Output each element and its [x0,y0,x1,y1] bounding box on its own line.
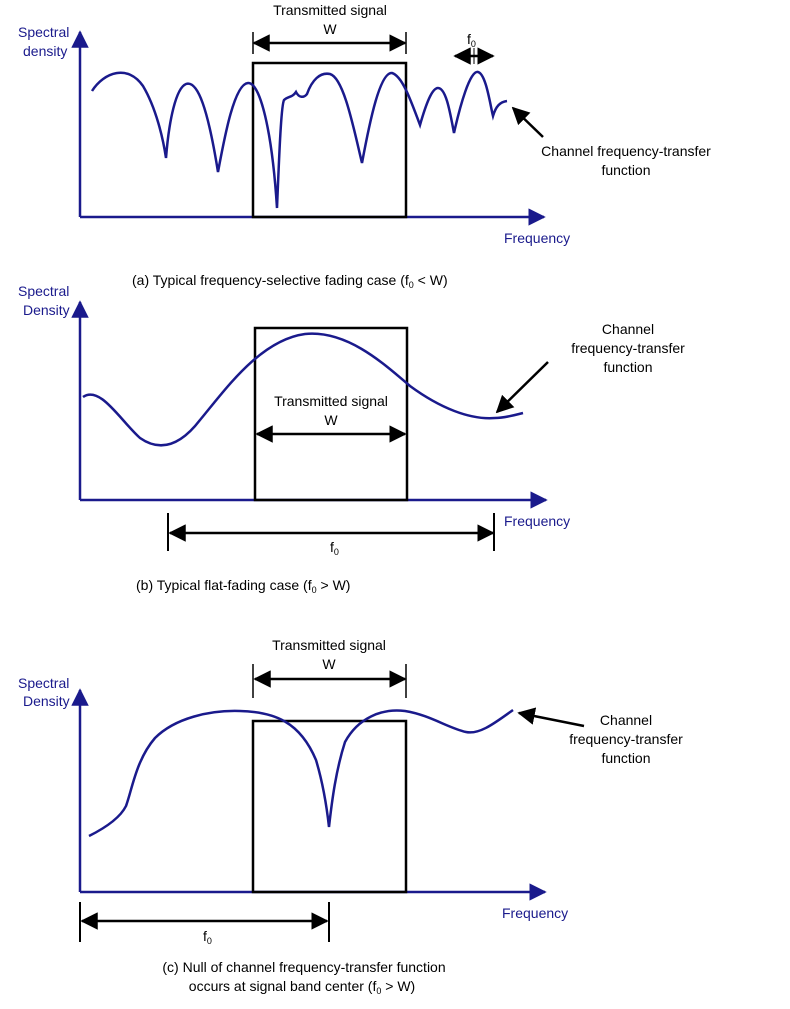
y-axis-label: Spectral [18,24,69,40]
y-axis-label-2: density [23,43,67,59]
caption: (a) Typical frequency-selective fading c… [132,272,448,290]
channel-label-2: frequency-transfer [569,731,683,747]
caption: (b) Typical flat-fading case (f0 > W) [136,577,350,595]
signal-width-label: W [324,412,338,428]
panel-a: Spectral density Frequency Transmitted s… [18,2,711,290]
caption: (c) Null of channel frequency-transfer f… [162,959,445,975]
signal-label: Transmitted signal [274,393,388,409]
y-axis-label-2: Density [23,302,70,318]
signal-width-label: W [323,21,337,37]
panel-b: Spectral Density Frequency Transmitted s… [18,283,685,595]
transmitted-signal-box [251,61,408,219]
channel-label-3: function [601,750,650,766]
caption-2: occurs at signal band center (f0 > W) [189,978,415,996]
f0-label: f0 [467,31,476,49]
channel-pointer-arrow [517,707,585,728]
channel-pointer-arrow [495,361,549,414]
channel-transfer-curve [88,708,514,838]
channel-label-2: function [601,162,650,178]
transmitted-signal-box [251,719,408,894]
channel-label: Channel [600,712,652,728]
channel-label: Channel [602,321,654,337]
x-axis-label: Frequency [502,905,568,921]
y-axis-label: Spectral [18,283,69,299]
channel-transfer-curve [82,332,524,447]
x-axis-label: Frequency [504,513,570,529]
channel-label-2: frequency-transfer [571,340,685,356]
y-axis-label: Spectral [18,675,69,691]
channel-label-3: function [603,359,652,375]
channel-pointer-arrow [511,106,544,138]
panel-c: Spectral Density Frequency Transmitted s… [18,637,683,996]
x-axis-label: Frequency [504,230,570,246]
f0-label: f0 [203,928,212,946]
channel-label: Channel frequency-transfer [541,143,711,159]
signal-width-label: W [322,656,336,672]
transmitted-signal-box [253,326,409,502]
y-axis-label-2: Density [23,693,70,709]
signal-label: Transmitted signal [272,637,386,653]
f0-label: f0 [330,539,339,557]
channel-transfer-curve [90,70,508,209]
signal-label: Transmitted signal [273,2,387,18]
